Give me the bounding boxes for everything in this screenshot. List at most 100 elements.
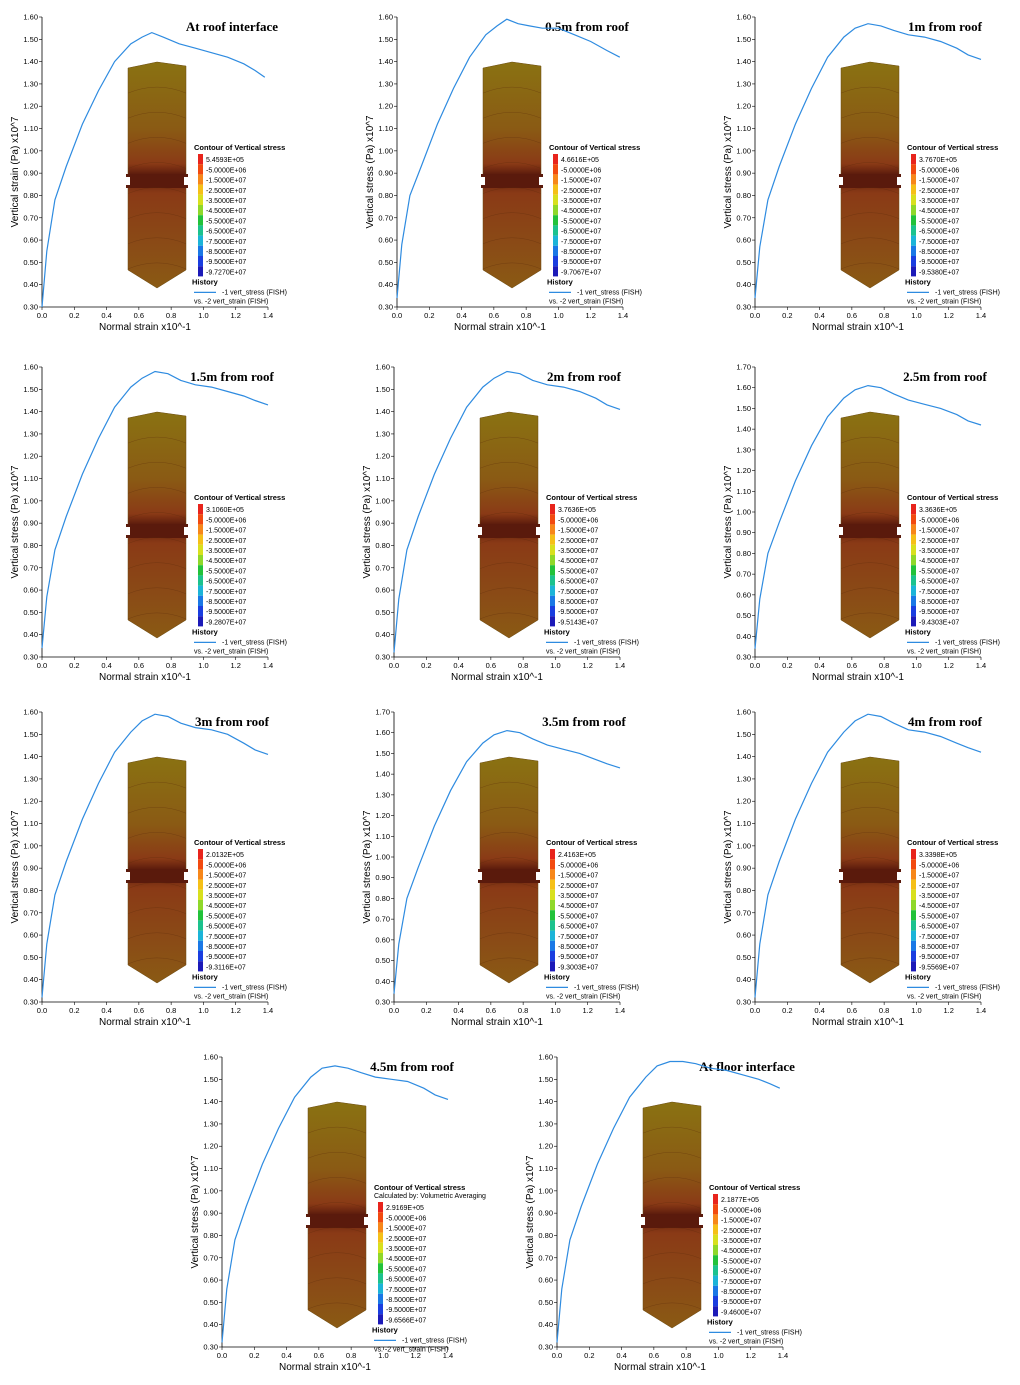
y-tick-label: 0.40 <box>23 975 38 984</box>
legend-swatch <box>550 565 555 576</box>
stress-strain-curve <box>754 384 982 649</box>
legend-swatch <box>553 215 558 226</box>
y-tick-label: 1.00 <box>736 146 751 155</box>
y-tick-label: 1.00 <box>375 496 390 505</box>
y-tick-label: 0.30 <box>736 653 751 662</box>
legend-swatch <box>550 534 555 545</box>
contour-line <box>127 907 187 914</box>
legend-swatch <box>550 951 555 962</box>
x-tick-label: 0.8 <box>521 311 531 320</box>
chart-svg: 4.5m from roof 0.30 0.40 0.50 0.60 0.70 0.80 0.… <box>190 1053 486 1374</box>
legend-value: -4.5000E+07 <box>561 208 601 215</box>
history-line2: vs. -2 vert_strain (FISH) <box>194 648 268 655</box>
stress-strain-curve <box>41 713 269 998</box>
x-tick-label: 0.8 <box>346 1351 356 1360</box>
contour-line <box>127 212 187 219</box>
y-tick-label: 0.90 <box>736 864 751 873</box>
history-line1: -1 vert_stress (FISH) <box>935 289 1000 296</box>
y-tick-label: 0.50 <box>538 1298 553 1307</box>
legend-swatch <box>198 534 203 545</box>
legend-value: -5.0000E+06 <box>386 1215 426 1222</box>
legend-swatch <box>198 585 203 596</box>
legend-value: -5.5000E+07 <box>206 218 246 225</box>
x-tick-label: 0.8 <box>518 1006 528 1015</box>
chart-svg: 3.5m from roof 0.30 0.40 0.50 0.60 0.70 0.80 0.… <box>362 708 639 1029</box>
legend-swatch <box>198 869 203 880</box>
x-tick-label: 1.2 <box>230 311 240 320</box>
chart-title: At floor interface <box>699 1059 795 1074</box>
legend-swatch <box>198 266 203 277</box>
pillar-notch <box>481 174 543 188</box>
y-tick-label: 0.70 <box>378 213 393 222</box>
y-tick-label: 1.60 <box>203 1053 218 1062</box>
legend-swatch <box>378 1304 383 1315</box>
chart-title: 1m from roof <box>908 19 983 34</box>
legend-value: -1.5000E+07 <box>386 1226 426 1233</box>
contour-line <box>482 162 542 169</box>
y-axis-label: Vertical stress (Pa) x10^7 <box>723 810 734 924</box>
legend-swatch <box>550 940 555 951</box>
x-tick-label: 0.8 <box>879 661 889 670</box>
history-line1: -1 vert_stress (FISH) <box>222 639 287 646</box>
y-tick-label: 1.40 <box>736 752 751 761</box>
legend-swatch <box>198 174 203 185</box>
contour-line <box>840 512 900 519</box>
legend-swatch <box>553 194 558 205</box>
legend-swatch <box>378 1242 383 1253</box>
x-tick-label: 1.4 <box>976 661 986 670</box>
y-tick-label: 1.30 <box>378 79 393 88</box>
legend-swatch <box>198 900 203 911</box>
legend-value: -1.5000E+07 <box>558 873 598 880</box>
legend-swatch <box>378 1314 383 1325</box>
x-axis-label: Normal strain x10^-1 <box>454 322 546 333</box>
contour-line <box>840 212 900 219</box>
legend-value: 3.7670E+05 <box>919 157 957 164</box>
contour-line <box>479 436 539 444</box>
contour-line <box>482 112 542 119</box>
y-axis-label: Vertical strain (Pa) x10^7 <box>10 116 21 227</box>
legend-swatch <box>550 859 555 870</box>
legend-value: -2.5000E+07 <box>561 188 601 195</box>
y-tick-label: 1.30 <box>736 774 751 783</box>
y-tick-label: 1.20 <box>378 102 393 111</box>
chart-title: 3m from roof <box>195 714 270 729</box>
y-tick-label: 0.50 <box>23 953 38 962</box>
y-tick-label: 1.60 <box>375 363 390 372</box>
legend-value: -8.5000E+07 <box>206 599 246 606</box>
legend-swatch <box>550 616 555 627</box>
legend-swatch <box>553 245 558 256</box>
chart-title: 2m from roof <box>547 369 622 384</box>
history-line1: -1 vert_stress (FISH) <box>935 639 1000 646</box>
legend-value: -8.5000E+07 <box>919 249 959 256</box>
contour-line <box>840 562 900 569</box>
contour-line <box>479 562 539 569</box>
chart-svg: At roof interface 0.30 0.40 0.50 0.60 0.70 0.8… <box>10 13 287 334</box>
stress-strain-curve <box>393 729 621 994</box>
y-tick-label: 0.80 <box>736 191 751 200</box>
legend-value: -9.5000E+07 <box>206 954 246 961</box>
contour-line <box>307 1302 367 1310</box>
legend-title: Contour of Vertical stress <box>546 493 637 502</box>
legend-value: -5.0000E+06 <box>558 517 598 524</box>
x-tick-label: 1.0 <box>550 1006 560 1015</box>
legend-swatch <box>553 256 558 267</box>
legend-swatch <box>911 606 916 617</box>
y-tick-label: 1.70 <box>375 708 390 717</box>
legend-value: -8.5000E+07 <box>206 249 246 256</box>
x-tick-label: 0.4 <box>616 1351 626 1360</box>
legend-value: -9.5569E+07 <box>919 964 959 971</box>
legend-swatch <box>198 514 203 525</box>
pillar-notch-right <box>539 177 544 185</box>
contour-line <box>479 587 539 594</box>
y-tick-label: 0.90 <box>375 873 390 882</box>
y-tick-label: 0.90 <box>23 519 38 528</box>
y-tick-label: 1.40 <box>736 57 751 66</box>
history-line2: vs. -2 vert_strain (FISH) <box>907 648 981 655</box>
y-tick-label: 1.50 <box>538 1075 553 1084</box>
y-tick-label: 1.50 <box>736 35 751 44</box>
legend-value: -9.5000E+07 <box>558 609 598 616</box>
legend-value: -5.5000E+07 <box>721 1258 761 1265</box>
history-line2: vs. -2 vert_strain (FISH) <box>907 993 981 1000</box>
legend-value: -9.5000E+07 <box>721 1299 761 1306</box>
pillar-notch-left <box>125 527 130 535</box>
